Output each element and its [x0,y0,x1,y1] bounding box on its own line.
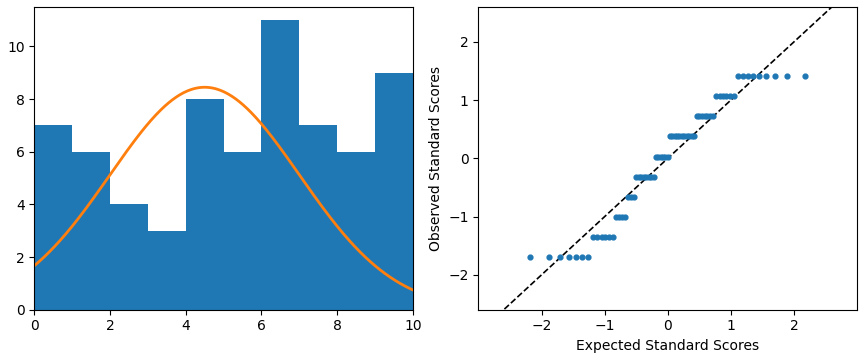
Bar [224,152,262,310]
Bar [35,125,73,310]
Point [720,94,734,99]
Point [672,134,686,139]
Point [664,134,677,139]
Point [716,94,730,99]
Point [624,194,638,199]
Point [723,94,737,99]
Point [642,174,656,180]
Point [629,174,643,180]
Bar [110,204,148,310]
Point [581,254,594,260]
Bar [148,231,186,310]
Point [736,73,750,79]
Point [683,134,696,139]
Point [651,154,665,159]
Point [575,254,589,260]
Bar [299,125,337,310]
Point [645,174,658,180]
Point [707,113,721,119]
Point [680,134,694,139]
Point [634,174,648,180]
Point [619,214,632,220]
Point [713,94,727,99]
Point [692,113,706,119]
Point [661,154,675,159]
Bar [186,99,224,310]
Point [727,94,740,99]
Point [768,73,782,79]
Point [701,113,715,119]
Point [615,214,629,220]
Point [798,73,812,79]
Point [698,113,712,119]
Point [553,254,567,260]
Point [740,73,754,79]
Point [695,113,708,119]
Point [639,174,653,180]
Point [684,134,698,139]
Point [637,174,651,180]
Point [780,73,794,79]
Point [590,234,604,240]
Point [586,234,600,240]
Point [658,154,672,159]
Point [677,134,691,139]
Point [753,73,766,79]
Point [602,234,616,240]
Point [654,154,668,159]
Point [668,134,682,139]
Point [632,174,645,180]
Point [670,134,684,139]
Bar [337,152,375,310]
Point [613,214,626,220]
Point [665,134,679,139]
Point [731,73,745,79]
Point [703,113,717,119]
Point [569,254,583,260]
Point [599,234,613,240]
Point [689,113,703,119]
Point [656,154,670,159]
Point [746,73,760,79]
Point [649,154,663,159]
Point [621,194,635,199]
Y-axis label: Observed Standard Scores: Observed Standard Scores [429,66,442,251]
Point [606,234,619,240]
Point [675,134,689,139]
Point [709,94,723,99]
Point [647,174,661,180]
Point [524,254,537,260]
Point [687,134,701,139]
Point [609,214,623,220]
Point [562,254,576,260]
Bar [262,20,299,310]
Point [626,194,640,199]
Bar [375,73,413,310]
Point [594,234,608,240]
Point [542,254,556,260]
X-axis label: Expected Standard Scores: Expected Standard Scores [576,339,759,353]
Point [759,73,773,79]
Bar [73,152,110,310]
